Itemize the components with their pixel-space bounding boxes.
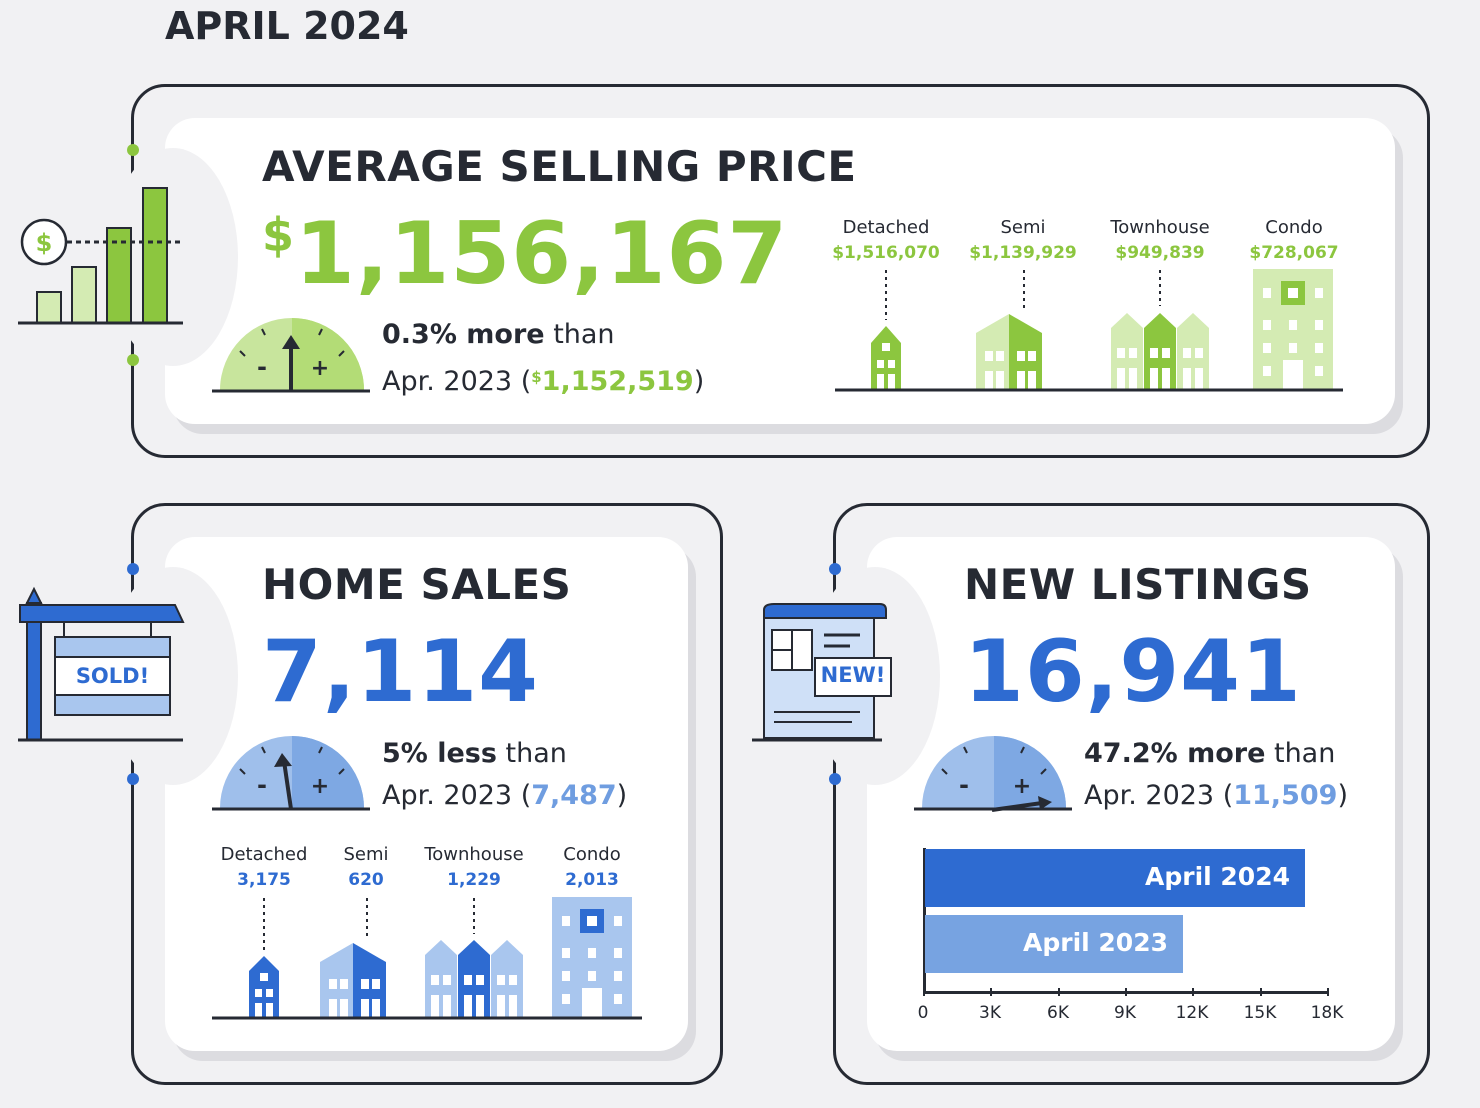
sold-sign-text: SOLD! [75, 664, 150, 688]
new-listings-frame [833, 503, 1430, 1085]
home-sales-value: 7,114 [262, 622, 540, 722]
svg-text:-: - [257, 771, 267, 799]
type-value-condo: $728,067 [1249, 243, 1339, 263]
avg-price-title: AVERAGE SELLING PRICE [262, 142, 857, 191]
home-sales-frame [131, 503, 723, 1085]
chart-tick-label: 9K [1114, 1003, 1136, 1023]
type-label-townhouse: Townhouse [1110, 217, 1210, 238]
new-listings-title: NEW LISTINGS [964, 560, 1312, 609]
type-label-condo: Condo [1265, 217, 1323, 238]
sales-type-value-condo: 2,013 [565, 870, 619, 890]
connector-dot [127, 144, 139, 156]
chart-tick-mark [1260, 988, 1262, 996]
chart-tick-mark [923, 988, 925, 996]
type-value-townhouse: $949,839 [1115, 243, 1205, 263]
price-gauge-icon: - + [212, 318, 370, 393]
home-sales-comparison: 5% less than Apr. 2023 (7,487) [382, 738, 628, 811]
chart-tick-label: 18K [1310, 1003, 1344, 1023]
avg-price-value: $1,156,167 [262, 204, 789, 304]
sales-type-label-townhouse: Townhouse [424, 844, 524, 865]
connector-dot [127, 354, 139, 366]
chart-tick-mark [1192, 988, 1194, 996]
connector-dot [127, 563, 139, 575]
svg-text:+: + [311, 774, 329, 799]
svg-text:+: + [311, 356, 329, 381]
svg-text:$: $ [36, 229, 53, 257]
chart-tick-label: 6K [1047, 1003, 1069, 1023]
new-listing-icon [752, 603, 892, 742]
chart-tick-mark [990, 988, 992, 996]
svg-text:+: + [1013, 774, 1031, 799]
chart-axis-y [923, 848, 926, 994]
chart-bar-label: April 2023 [1023, 928, 1168, 957]
svg-text:-: - [257, 353, 267, 381]
chart-tick-mark [1058, 988, 1060, 996]
type-label-semi: Semi [1000, 217, 1046, 238]
chart-tick-label: 3K [979, 1003, 1001, 1023]
sales-type-value-semi: 620 [348, 870, 384, 890]
chart-tick-mark [1327, 988, 1329, 996]
chart-bar [925, 849, 1305, 907]
chart-tick-label: 15K [1243, 1003, 1277, 1023]
connector-dot [127, 773, 139, 785]
listings-bar-chart: April 2024 April 2023 0 3K 6K 9K 12K 15K 18K [918, 848, 1343, 1028]
type-label-detached: Detached [842, 217, 930, 238]
home-sales-title: HOME SALES [262, 560, 572, 609]
sales-gauge-icon: - + [212, 736, 370, 811]
new-listings-value: 16,941 [964, 622, 1302, 722]
sales-type-label-detached: Detached [220, 844, 308, 865]
new-listings-comparison: 47.2% more than Apr. 2023 (11,509) [1084, 738, 1348, 811]
connector-dot [829, 773, 841, 785]
price-houses-icon [835, 269, 1343, 392]
listings-gauge-icon: - + [914, 736, 1072, 812]
sales-type-value-townhouse: 1,229 [447, 870, 501, 890]
type-value-semi: $1,139,929 [969, 243, 1077, 263]
price-chart-icon: $ [18, 187, 183, 325]
type-value-detached: $1,516,070 [832, 243, 940, 263]
sales-type-label-semi: Semi [343, 844, 389, 865]
avg-price-comparison: 0.3% more than Apr. 2023 ($1,152,519) [382, 319, 705, 397]
sold-sign-icon [18, 586, 185, 742]
sales-type-label-condo: Condo [563, 844, 621, 865]
svg-text:-: - [959, 771, 969, 799]
chart-tick-label: 12K [1175, 1003, 1209, 1023]
connector-dot [829, 563, 841, 575]
sales-type-value-detached: 3,175 [237, 870, 291, 890]
chart-tick-mark [1125, 988, 1127, 996]
sales-houses-icon [212, 897, 642, 1020]
chart-bar [925, 915, 1183, 973]
currency-symbol: $ [262, 208, 296, 262]
date-heading: APRIL 2024 [165, 4, 409, 48]
chart-bar-label: April 2024 [1145, 862, 1290, 891]
chart-tick-label: 0 [917, 1003, 929, 1023]
new-badge-text: NEW! [820, 663, 886, 687]
